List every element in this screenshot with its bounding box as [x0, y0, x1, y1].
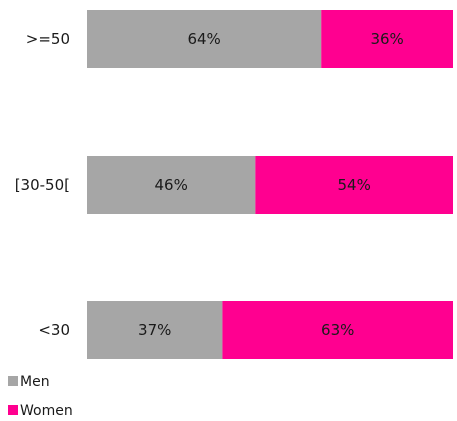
bar-segment-men [87, 301, 223, 359]
bar-segment-women [321, 10, 453, 68]
data-label-women: 36% [370, 30, 403, 48]
category-label: >=50 [26, 30, 70, 48]
data-label-women: 54% [338, 176, 371, 194]
data-label-men: 64% [187, 30, 220, 48]
legend-item-men: Men [8, 374, 50, 390]
data-label-men: 37% [138, 321, 171, 339]
category-label: <30 [38, 321, 70, 339]
legend-swatch-women [8, 405, 18, 415]
bar-segment-men [87, 10, 322, 68]
legend-label-men: Men [20, 374, 50, 390]
legend-label-women: Women [20, 403, 73, 419]
legend-swatch-men [8, 376, 18, 386]
bar-segment-women [222, 301, 453, 359]
category-label: [30-50[ [15, 176, 70, 194]
bar-segment-men [87, 156, 256, 214]
legend-item-women: Women [8, 403, 73, 419]
data-label-women: 63% [321, 321, 354, 339]
bar-segment-women [255, 156, 453, 214]
data-label-men: 46% [155, 176, 188, 194]
